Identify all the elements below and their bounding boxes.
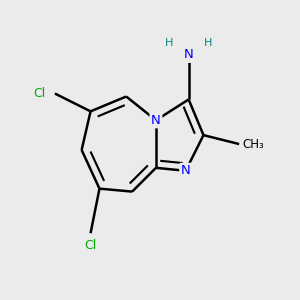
Text: Cl: Cl (34, 87, 46, 100)
Text: H: H (204, 38, 212, 48)
Text: N: N (181, 164, 190, 177)
Text: Cl: Cl (84, 239, 97, 252)
Text: N: N (151, 114, 161, 127)
Text: CH₃: CH₃ (242, 138, 264, 151)
Text: N: N (184, 48, 194, 62)
Text: H: H (165, 38, 173, 48)
